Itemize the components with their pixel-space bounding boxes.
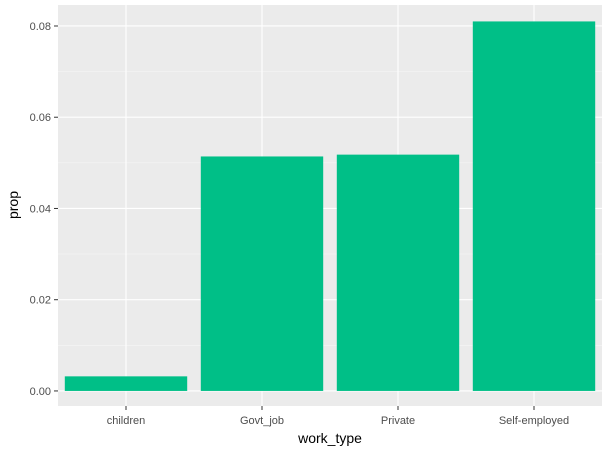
y-axis: 0.00 0.02 0.04 0.06 0.08	[30, 21, 58, 398]
x-tick-label: Self-employed	[499, 415, 569, 427]
x-tick-label: Private	[381, 415, 415, 427]
bar-children	[64, 376, 188, 391]
y-tick-label: 0.06	[30, 112, 51, 124]
y-tick-label: 0.08	[30, 21, 51, 33]
bars	[64, 21, 596, 391]
y-tick-label: 0.04	[30, 203, 51, 215]
x-tick-label: children	[107, 415, 146, 427]
x-tick-label: Govt_job	[240, 415, 284, 427]
bar-private	[336, 154, 460, 391]
bar-govt-job	[200, 156, 324, 391]
y-tick-label: 0.02	[30, 295, 51, 307]
x-axis: children Govt_job Private Self-employed	[107, 406, 569, 427]
y-axis-title: prop	[5, 191, 21, 219]
y-tick-label: 0.00	[30, 386, 51, 398]
x-axis-title: work_type	[297, 430, 362, 446]
bar-self-employed	[472, 21, 596, 391]
